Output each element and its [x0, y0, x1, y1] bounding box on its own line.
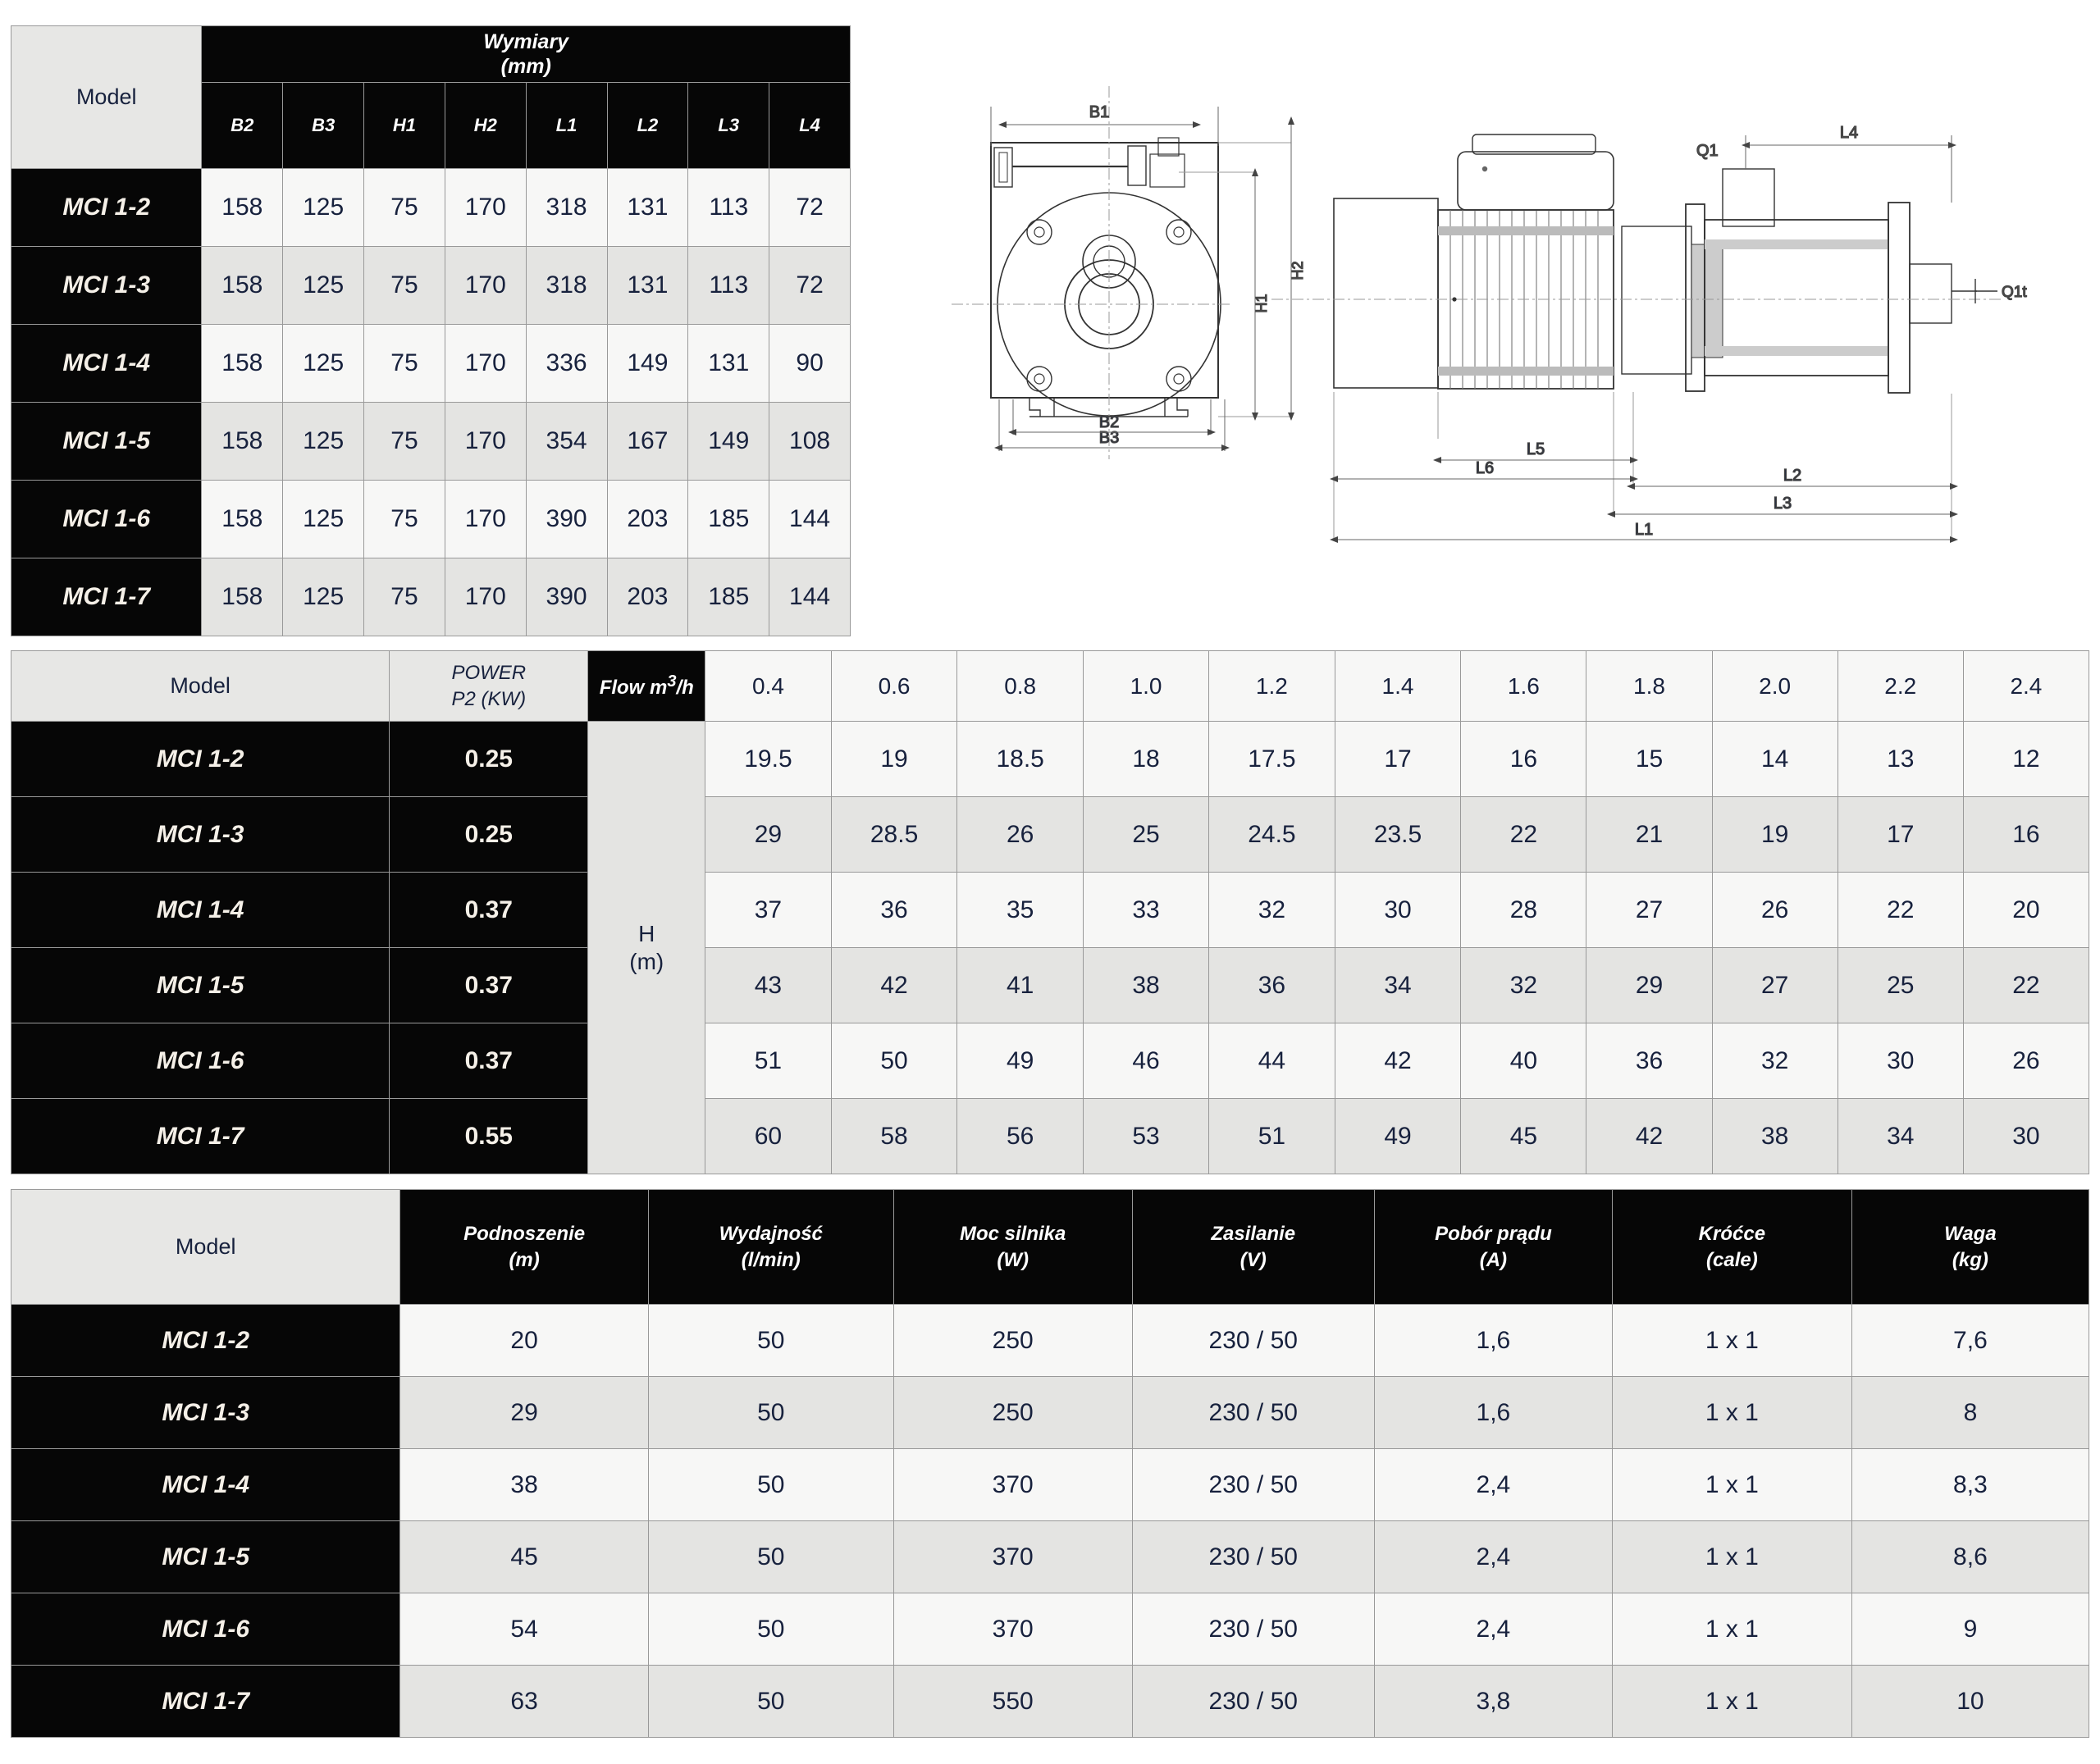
svg-text:H1: H1: [1253, 294, 1270, 312]
svg-text:Q1: Q1: [1696, 142, 1719, 160]
svg-text:B2: B2: [1099, 413, 1119, 431]
svg-text:L1: L1: [1635, 521, 1653, 539]
svg-text:L6: L6: [1476, 459, 1494, 477]
svg-text:L2: L2: [1783, 467, 1801, 485]
svg-text:L5: L5: [1527, 440, 1545, 458]
svg-text:H2: H2: [1290, 261, 1306, 280]
svg-text:L3: L3: [1774, 495, 1792, 513]
svg-text:B3: B3: [1099, 429, 1119, 447]
svg-text:L4: L4: [1840, 124, 1858, 142]
svg-text:Q1t: Q1t: [2002, 284, 2027, 301]
svg-text:B1: B1: [1089, 103, 1109, 121]
